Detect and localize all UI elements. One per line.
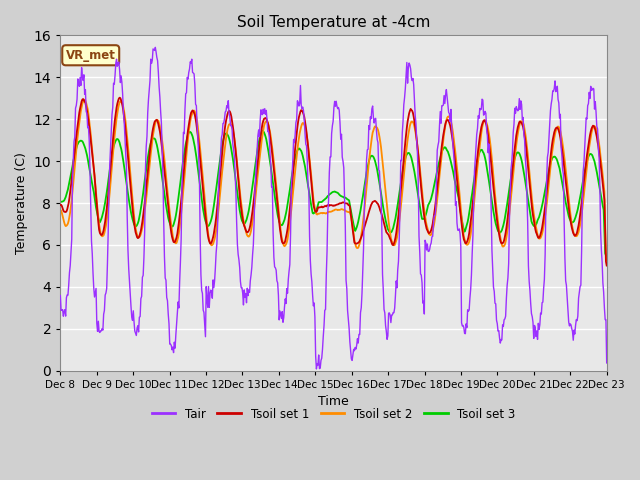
Y-axis label: Temperature (C): Temperature (C) [15, 152, 28, 254]
Legend: Tair, Tsoil set 1, Tsoil set 2, Tsoil set 3: Tair, Tsoil set 1, Tsoil set 2, Tsoil se… [147, 403, 520, 425]
Title: Soil Temperature at -4cm: Soil Temperature at -4cm [237, 15, 430, 30]
Text: VR_met: VR_met [66, 49, 116, 62]
X-axis label: Time: Time [318, 396, 349, 408]
